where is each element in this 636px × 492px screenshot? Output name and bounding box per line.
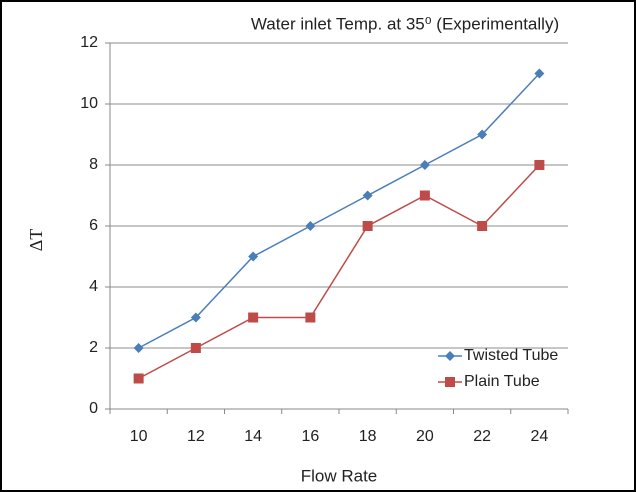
point bbox=[248, 312, 259, 323]
y-tick-label: 2 bbox=[89, 339, 98, 356]
point bbox=[534, 68, 545, 79]
x-tick-label: 10 bbox=[130, 428, 148, 445]
point bbox=[419, 190, 430, 201]
series-line bbox=[138, 164, 540, 380]
x-tick-label: 18 bbox=[359, 428, 377, 445]
x-tick-label: 22 bbox=[473, 428, 491, 445]
point bbox=[133, 343, 144, 353]
x-axis-title: Flow Rate bbox=[301, 466, 378, 485]
y-axis-title: ΔT bbox=[26, 229, 46, 252]
point bbox=[248, 251, 259, 262]
y-tick-label: 0 bbox=[89, 400, 98, 417]
point bbox=[477, 221, 488, 231]
y-tick-label: 4 bbox=[89, 278, 98, 295]
point bbox=[305, 221, 316, 231]
y-tick-label: 8 bbox=[89, 156, 98, 173]
chart-title: Water inlet Temp. at 35⁰ (Experimentally… bbox=[251, 14, 559, 33]
y-tick-label: 10 bbox=[80, 95, 98, 112]
legend-label: Plain Tube bbox=[464, 373, 540, 390]
point bbox=[133, 373, 144, 384]
x-tick-label: 16 bbox=[301, 428, 319, 445]
y-tick-label: 6 bbox=[89, 217, 98, 234]
point bbox=[419, 160, 430, 170]
point bbox=[362, 190, 373, 201]
point bbox=[190, 343, 201, 353]
point bbox=[477, 129, 488, 140]
point bbox=[534, 160, 545, 170]
y-tick-label: 12 bbox=[80, 34, 98, 51]
legend-marker bbox=[445, 351, 455, 361]
x-tick-label: 12 bbox=[187, 428, 205, 445]
point bbox=[362, 221, 373, 231]
legend-marker bbox=[445, 377, 455, 387]
x-tick-label: 20 bbox=[416, 428, 434, 445]
legend-label: Twisted Tube bbox=[464, 347, 558, 364]
x-tick-label: 14 bbox=[244, 428, 262, 445]
point bbox=[190, 312, 201, 323]
series-line bbox=[138, 72, 540, 349]
point bbox=[305, 312, 316, 323]
x-tick-label: 24 bbox=[530, 428, 548, 445]
